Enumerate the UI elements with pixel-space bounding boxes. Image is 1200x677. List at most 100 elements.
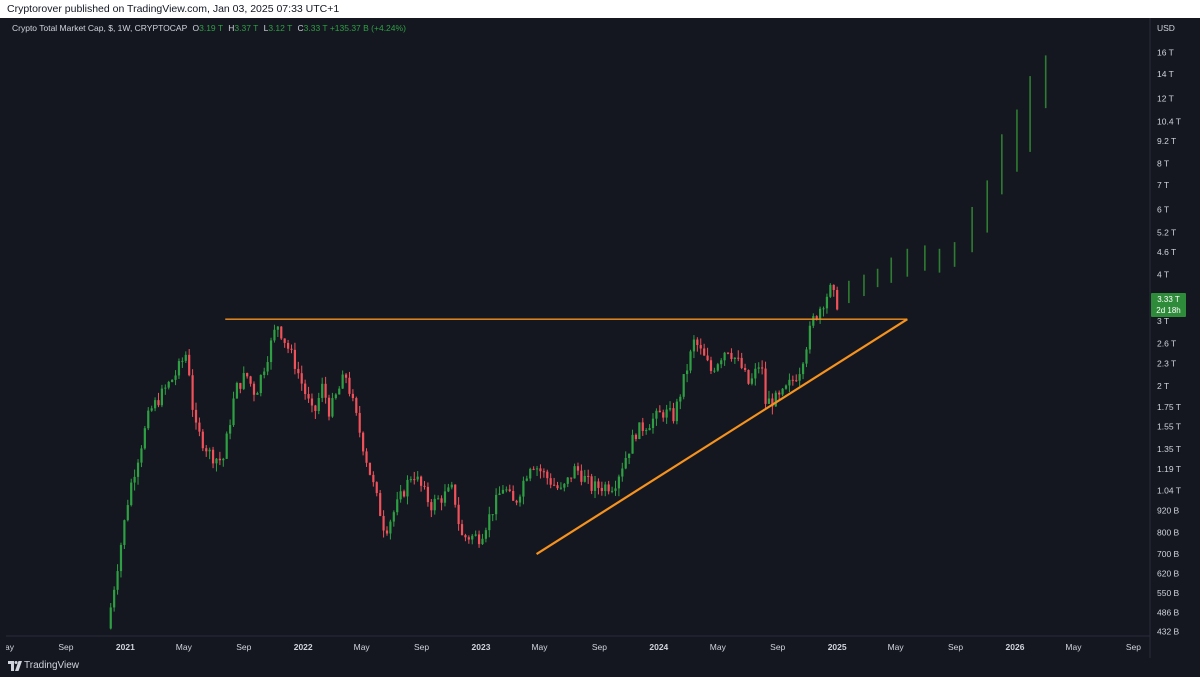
candle-body (604, 484, 607, 492)
candle-body (382, 515, 385, 531)
candle-body (119, 544, 123, 572)
candle-body (413, 479, 416, 481)
price-tick-label: 920 B (1157, 505, 1180, 515)
price-tick-label: 9.2 T (1157, 136, 1176, 146)
candle-body (164, 387, 167, 389)
candle-body (276, 326, 279, 330)
price-chart[interactable]: 16 T 14 T 12 T 10.4 T 9.2 T 8 T 7 T 6 T 5.2 T 4.6… (6, 18, 1200, 658)
candle-body (344, 374, 348, 378)
candle-body (443, 491, 447, 503)
time-tick-label: May (176, 642, 193, 652)
candle-body (355, 398, 358, 413)
candle-body (747, 369, 750, 384)
candle-body (297, 368, 300, 374)
chart-area[interactable]: 16 T 14 T 12 T 10.4 T 9.2 T 8 T 7 T 6 T 5.2 T 4.6… (6, 18, 1200, 658)
candle-body (314, 405, 317, 411)
price-tick-label: 4.6 T (1157, 247, 1176, 257)
candle-body (447, 487, 450, 492)
tradingview-brand[interactable]: TradingView (24, 660, 80, 671)
candle-body (232, 398, 235, 426)
candle-body (610, 490, 614, 492)
candle-body (788, 379, 791, 386)
candle-body (737, 357, 740, 359)
candle-body (399, 491, 402, 500)
time-tick-label: Sep (948, 642, 963, 652)
candle-body (491, 514, 494, 516)
candle-body (829, 284, 832, 297)
candle-body (590, 476, 593, 491)
time-tick-label: May (354, 642, 371, 652)
candle-body (130, 482, 133, 506)
candle-body (668, 408, 672, 410)
candle-body (832, 284, 835, 290)
time-tick-label: 2022 (294, 642, 313, 652)
candle-body (450, 484, 453, 488)
candle-body (515, 500, 518, 503)
candle-body (304, 383, 307, 395)
candle-body (174, 375, 177, 380)
candle-body (126, 505, 129, 521)
candle-body (774, 392, 777, 407)
symbol-title: Crypto Total Market Cap, $, 1W, CRYPTOCA… (12, 23, 188, 33)
candle-body (109, 607, 112, 629)
tradingview-logo-icon[interactable] (8, 660, 22, 672)
candle-body (587, 475, 590, 477)
candle-body (709, 360, 713, 371)
candle-body (641, 422, 644, 431)
candle-body (699, 345, 702, 349)
candle-body (743, 367, 747, 370)
candle-body (761, 367, 764, 369)
candle-body (266, 362, 269, 372)
candle-body (836, 289, 839, 310)
candle-body (348, 377, 351, 394)
candle-body (402, 491, 406, 497)
candle-body (464, 535, 467, 538)
candle-body (205, 448, 208, 452)
candle-body (331, 398, 334, 417)
candle-body (211, 449, 215, 464)
time-tick-label: May (531, 642, 548, 652)
candle-body (778, 392, 781, 395)
candle-body (740, 357, 743, 368)
candle-body (580, 470, 583, 482)
candle-body (750, 378, 754, 384)
time-tick-label: May (6, 642, 15, 652)
time-axis: May Sep 2021 May Sep 2022 May Sep 2023 May Sep 2024… (6, 642, 1141, 652)
currency-label[interactable]: USD (1157, 23, 1175, 33)
candle-body (184, 354, 187, 361)
candle-body (597, 481, 600, 488)
candle-body (222, 458, 225, 461)
candle-body (825, 296, 829, 309)
candle-body (286, 342, 290, 349)
candle-body (430, 502, 433, 511)
footer: TradingView (0, 658, 1200, 677)
time-tick-label: 2024 (649, 642, 668, 652)
candle-body (726, 352, 730, 354)
price-tick-label: 12 T (1157, 93, 1174, 103)
candle-body (153, 400, 157, 409)
candle-body (484, 530, 487, 539)
candle-body (300, 373, 303, 384)
candle-body (113, 589, 116, 608)
candle-body (679, 396, 682, 402)
candle-body (252, 383, 256, 395)
price-tick-label: 6 T (1157, 205, 1169, 215)
candle-body (614, 488, 617, 491)
candle-body (675, 401, 678, 422)
candle-body (467, 537, 470, 540)
candle-body (570, 477, 573, 479)
candle-body (225, 433, 228, 459)
candle-body (733, 357, 736, 360)
price-tick-label: 486 B (1157, 608, 1180, 618)
candle-body (495, 494, 498, 515)
price-tick-label: 2.6 T (1157, 339, 1176, 349)
candle-body (648, 428, 651, 431)
candle-body (235, 382, 239, 399)
candle-body (525, 478, 528, 481)
candle-body (239, 382, 242, 389)
candle-body (123, 520, 126, 545)
candle-body (423, 485, 426, 487)
candle-body (440, 498, 443, 503)
candle-body (621, 468, 624, 477)
candle-body (259, 374, 262, 394)
